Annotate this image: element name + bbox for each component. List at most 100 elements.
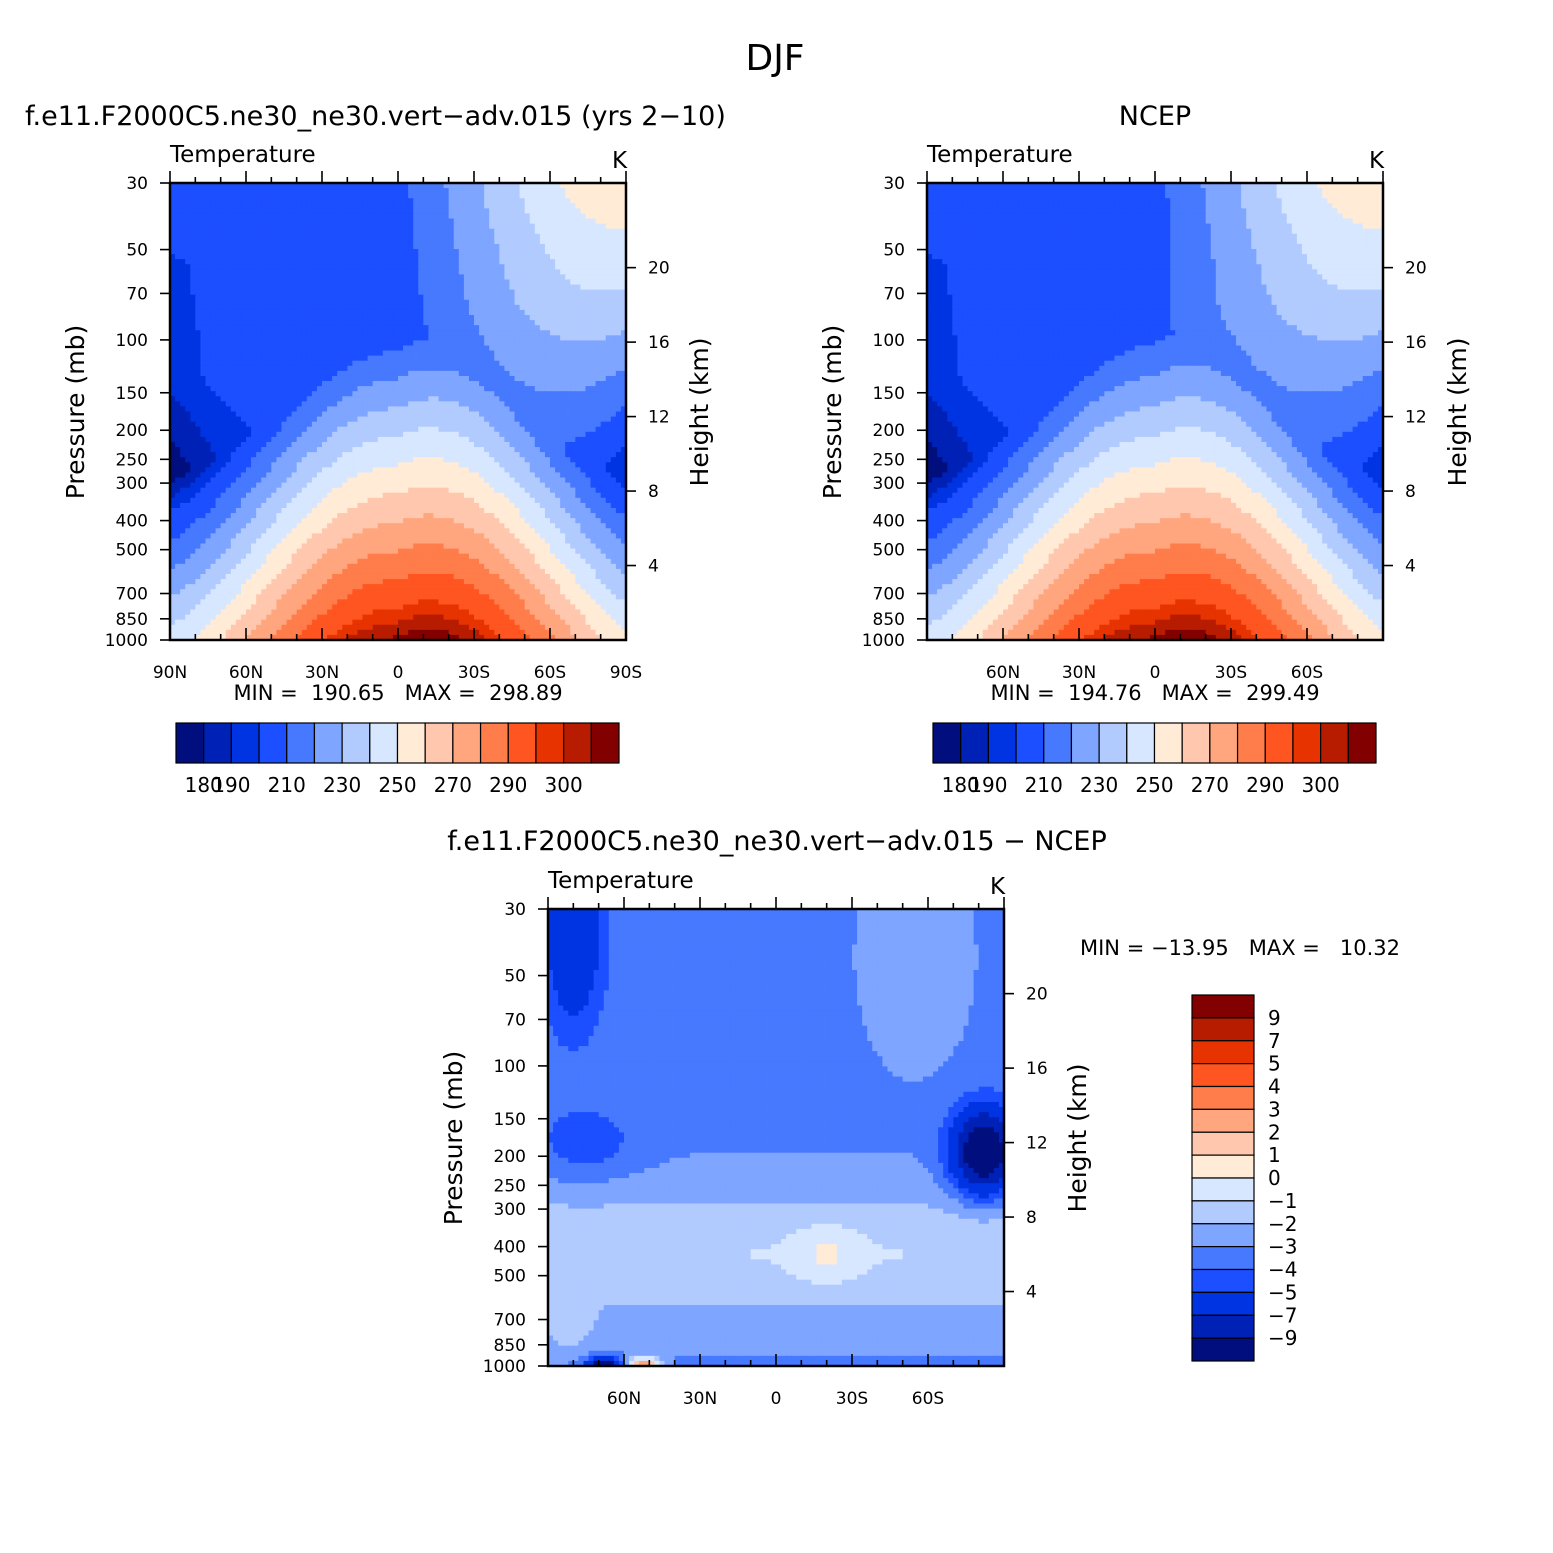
model-field-cell — [175, 370, 181, 377]
model-field-cell — [509, 309, 516, 316]
model-field-cell — [235, 340, 242, 347]
model-field-cell — [529, 426, 536, 433]
model-field-cell — [620, 188, 627, 194]
model-field-cell — [296, 249, 303, 255]
model-field-cell — [306, 355, 313, 362]
model-field-cell — [251, 294, 257, 301]
model-field-cell — [555, 350, 561, 357]
model-field-cell — [504, 233, 511, 240]
model-field-cell — [463, 365, 470, 372]
model-field-cell — [332, 320, 338, 326]
model-field-cell — [575, 401, 581, 408]
model-field-cell — [352, 304, 359, 311]
model-field-cell — [286, 309, 293, 316]
model-field-cell — [453, 198, 460, 204]
model-field-cell — [524, 238, 531, 245]
model-field-cell — [524, 264, 531, 270]
model-field-cell — [195, 284, 201, 291]
diff-ylabel-right: Height (km) — [1063, 1064, 1092, 1213]
model-field-cell — [408, 355, 414, 362]
model-field-cell — [357, 335, 364, 342]
model-field-cell — [225, 452, 232, 458]
model-field-cell — [357, 421, 364, 428]
model-field-cell — [519, 441, 526, 448]
model-field-cell — [357, 198, 364, 204]
model-field-cell — [560, 350, 566, 357]
model-field-cell — [322, 269, 328, 275]
model-field-cell — [433, 452, 440, 458]
model-field-cell — [332, 421, 338, 428]
model-field-cell — [220, 325, 227, 331]
model-field-cell — [372, 193, 379, 199]
model-field-cell — [398, 360, 404, 367]
model-field-cell — [428, 355, 435, 362]
model-field-cell — [220, 375, 227, 382]
model-field-cell — [408, 238, 414, 245]
model-field-cell — [620, 198, 627, 204]
model-field-cell — [468, 452, 475, 458]
model-field-cell — [620, 299, 627, 306]
model-field-cell — [261, 198, 267, 204]
model-field-cell — [377, 447, 384, 453]
model-field-cell — [271, 315, 277, 321]
model-field-cell — [418, 416, 424, 423]
model-field-cell — [185, 436, 191, 443]
model-field-cell — [600, 264, 607, 270]
model-field-cell — [529, 243, 536, 250]
model-field-cell — [347, 254, 353, 260]
model-field-cell — [474, 198, 480, 204]
model-field-cell — [620, 264, 627, 270]
model-field-cell — [479, 289, 485, 296]
model-field-cell — [463, 411, 470, 418]
model-field-cell — [580, 457, 587, 463]
model-field-cell — [403, 401, 409, 408]
model-field-cell — [484, 436, 490, 443]
model-field-cell — [509, 421, 516, 428]
model-field-cell — [210, 335, 217, 342]
model-field-cell — [484, 396, 490, 402]
model-field-cell — [585, 325, 592, 331]
model-field-cell — [205, 238, 212, 245]
model-field-cell — [544, 391, 551, 397]
model-field-cell — [413, 375, 419, 382]
model-field-cell — [620, 441, 627, 448]
model-field-cell — [306, 396, 313, 402]
model-field-cell — [352, 228, 359, 235]
model-field-cell — [170, 304, 176, 311]
model-field-cell — [210, 254, 217, 260]
model-field-cell — [615, 391, 622, 397]
model-field-cell — [387, 254, 394, 260]
model-field-cell — [509, 386, 516, 392]
model-field-cell — [332, 193, 338, 199]
model-field-cell — [210, 198, 217, 204]
model-field-cell — [519, 360, 526, 367]
model-field-cell — [438, 309, 445, 316]
model-field-cell — [504, 335, 511, 342]
model-field-cell — [271, 375, 277, 382]
model-field-cell — [266, 193, 272, 199]
model-field-cell — [555, 325, 561, 331]
model-field-cell — [438, 274, 445, 281]
model-field-cell — [408, 284, 414, 291]
model-field-cell — [580, 441, 587, 448]
model-field-cell — [225, 457, 232, 463]
model-field-cell — [246, 375, 252, 382]
model-field-cell — [509, 269, 516, 275]
model-field-cell — [291, 401, 298, 408]
model-field-cell — [332, 391, 338, 397]
model-field-cell — [519, 228, 526, 235]
model-field-cell — [550, 254, 556, 260]
model-field-cell — [560, 228, 566, 235]
model-field-cell — [342, 274, 348, 281]
model-field-cell — [210, 431, 217, 438]
model-field-cell — [352, 249, 359, 255]
model-field-cell — [443, 203, 450, 209]
model-field-cell — [534, 350, 541, 357]
model-field-cell — [332, 238, 338, 245]
model-field-cell — [251, 462, 257, 468]
model-field-cell — [332, 335, 338, 342]
model-field-cell — [428, 188, 435, 194]
model-field-cell — [200, 183, 207, 189]
model-field-cell — [316, 299, 323, 306]
model-field-cell — [458, 441, 465, 448]
